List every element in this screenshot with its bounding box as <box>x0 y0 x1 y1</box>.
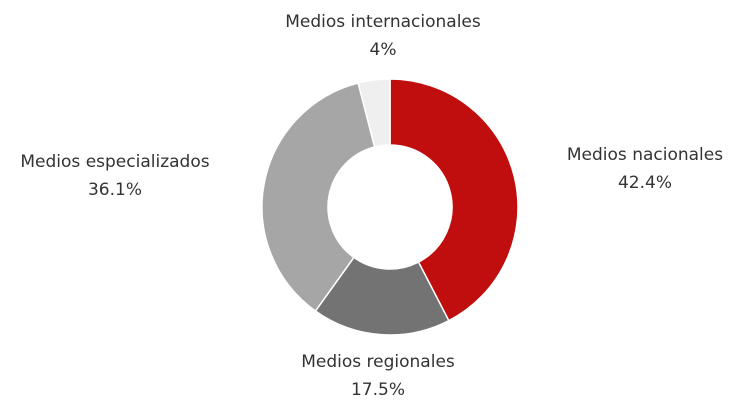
category-label: Medios regionales <box>301 352 455 372</box>
donut-slice <box>357 78 391 148</box>
category-label: Medios nacionales <box>567 145 723 165</box>
value-label: 17.5% <box>351 380 405 400</box>
value-label: 36.1% <box>88 180 142 200</box>
category-label: Medios especializados <box>20 152 209 172</box>
value-label: 42.4% <box>618 173 672 193</box>
donut-slice <box>261 82 376 313</box>
value-label: 4% <box>370 40 397 60</box>
donut-slice <box>389 78 519 322</box>
category-label: Medios internacionales <box>285 12 481 32</box>
